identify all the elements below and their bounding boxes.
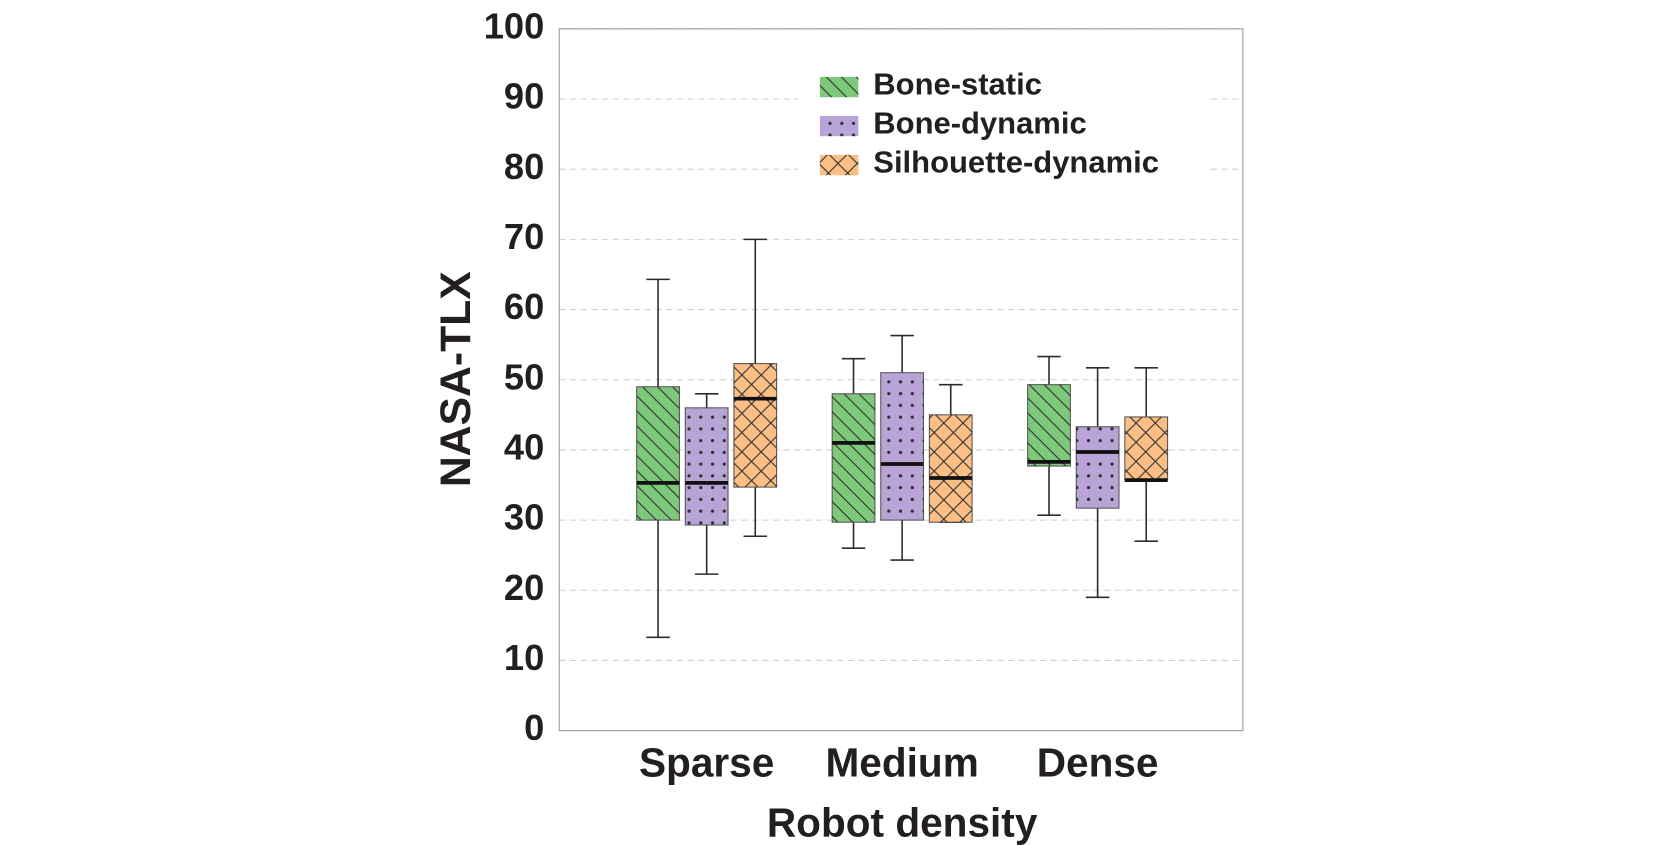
y-tick-label: 70 [504,216,544,257]
y-tick-label: 50 [504,356,544,397]
y-tick-label: 20 [504,567,544,608]
legend-label: Silhouette-dynamic [873,145,1159,180]
legend-background [798,63,1210,189]
box-pattern [832,393,875,523]
box-pattern [685,407,729,526]
y-tick-label: 10 [504,637,544,678]
y-tick-label: 100 [484,5,545,46]
box-pattern [636,386,680,521]
x-tick-label: Sparse [639,740,774,786]
y-tick-label: 40 [504,427,544,468]
legend: Bone-static Bone-dynamic Silhouette-dynami… [798,63,1210,189]
x-tick-label: Dense [1037,740,1159,786]
legend-swatch-pattern [819,115,859,137]
box-pattern [880,372,924,521]
y-tick-label: 60 [504,286,544,327]
boxes [636,238,1169,639]
y-tick-label: 30 [504,497,544,538]
box-pattern [733,363,777,488]
plot-frame [558,28,1244,732]
legend-label: Bone-static [873,67,1042,102]
x-axis-label: Robot density [767,799,1038,845]
x-tick-label: Medium [825,740,978,786]
y-axis-label: NASA-TLX [432,271,480,487]
y-tick-label: 0 [524,707,544,748]
box-pattern [1027,384,1071,467]
legend-label: Bone-dynamic [873,106,1086,141]
legend-swatch-pattern [819,76,859,98]
y-tick-label: 80 [504,146,544,187]
box-pattern [1124,416,1168,481]
box-pattern [1076,426,1119,509]
y-tick-label: 90 [504,76,544,117]
legend-swatch-pattern [819,154,859,176]
box-pattern [929,414,973,523]
